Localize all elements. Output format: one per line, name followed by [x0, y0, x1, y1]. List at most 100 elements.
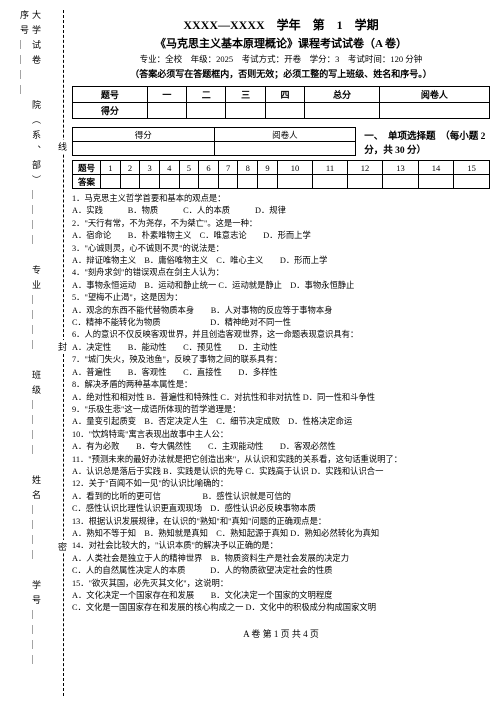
- answer-num: 14: [418, 161, 454, 175]
- answer-cell: [277, 175, 313, 189]
- q-line: A．绝对性和相对性 B．普遍性和特殊性 C．对抗性和非对抗性 D．同一性和斗争性: [72, 392, 490, 404]
- answer-num: 15: [454, 161, 490, 175]
- cut-line: [63, 10, 64, 696]
- cut-label-1: 线: [56, 140, 69, 153]
- header-sub: 专业：全校 年级：2025 考试方式：开卷 学分：3 考试时间：120 分钟: [72, 53, 490, 65]
- cut-label-2: 封: [56, 340, 69, 353]
- score-col-1: 一: [147, 87, 186, 103]
- answer-num: 1: [101, 161, 121, 175]
- section-1-head: 得分 阅卷人 一、 单项选择题 （每小题 2 分，共 30 分）: [72, 127, 490, 156]
- cut-label-3: 密: [56, 540, 69, 553]
- score-cell: [147, 103, 186, 119]
- q-line: A．人类社会是独立于人的精神世界 B．物质资料生产是社会发展的决定力: [72, 553, 490, 565]
- answer-table: 题号 1 2 3 4 5 6 7 8 9 10 11 12 13 14 15 答…: [72, 160, 490, 189]
- q-line: A．观念的东西不能代替物质本身 B．人对事物的反应等于事物本身: [72, 305, 490, 317]
- q-line: 3．"心诚则灵，心不诚则不灵"的说法是：: [72, 243, 490, 255]
- q-line: C．人的自然属性决定人的本质 D．人的物质欲望决定社会的性质: [72, 565, 490, 577]
- main-content: XXXX—XXXX 学年 第 1 学期 《马克思主义基本原理概论》课程考试试卷（…: [72, 16, 490, 640]
- answer-row-label-1: 题号: [73, 161, 101, 175]
- mini-c1: 得分: [73, 128, 215, 142]
- q-line: 11．"预测未来的最好办法就是把它创造出来"，从认识和实践的关系看，这句话重说明…: [72, 454, 490, 466]
- answer-cell: [313, 175, 347, 189]
- answer-num: 7: [218, 161, 238, 175]
- q-line: 9．"乐极生悲"这一成语所体现的哲学道理是：: [72, 404, 490, 416]
- answer-cell: [383, 175, 419, 189]
- q-line: C．感性认识比理性认识更直观现场 D．感性认识必反映事物本质: [72, 503, 490, 515]
- section-score-mini: 得分 阅卷人: [72, 127, 356, 156]
- answer-cell: [101, 175, 121, 189]
- side-info: 大学试卷 院（系、部）＿＿＿＿ 专业＿＿＿＿ 班级＿＿＿＿ 姓名＿＿＿＿ 学号＿…: [18, 10, 42, 696]
- answer-cell: [347, 175, 383, 189]
- answer-row-label-2: 答案: [73, 175, 101, 189]
- q-line: A．量变引起质变 B．否定决定人生 C．细节决定成败 D．性格决定命运: [72, 416, 490, 428]
- q-line: A．有为必败 B．夸大偶然性 C．主观能动性 D．客观必然性: [72, 441, 490, 453]
- answer-num: 9: [258, 161, 278, 175]
- q-line: 7．"城门失火，殃及池鱼"，反映了事物之间的联系具有：: [72, 354, 490, 366]
- q-line: A．事物永恒运动 B．运动和静止统一 C．运动就是静止 D．事物永恒静止: [72, 280, 490, 292]
- q-line: 15．"欲灭其国，必先灭其文化"，这说明：: [72, 578, 490, 590]
- answer-cell: [120, 175, 140, 189]
- mini-c2: 阅卷人: [214, 128, 356, 142]
- header-year: XXXX—XXXX 学年 第 1 学期: [72, 16, 490, 33]
- answer-cell: [159, 175, 179, 189]
- header-notice: （答案必须写在答题框内，否则无效；必须工整的写上班级、姓名和序号。）: [72, 67, 490, 80]
- q-line: C．精神不能转化为物质 D．精神绝对不同一性: [72, 317, 490, 329]
- binding-strip: 大学试卷 院（系、部）＿＿＿＿ 专业＿＿＿＿ 班级＿＿＿＿ 姓名＿＿＿＿ 学号＿…: [0, 0, 60, 706]
- score-cell: [305, 103, 380, 119]
- score-cell: [265, 103, 304, 119]
- q-line: 10．"饮鸩特鸾"寓言表现出故事中主人公：: [72, 429, 490, 441]
- q-line: 13．根据认识发展规律，在认识的"熟知"和"真知"问题的正确观点是：: [72, 516, 490, 528]
- q-line: A．看到的比听的更可信 B．感性认识就是可信的: [72, 491, 490, 503]
- answer-num: 3: [140, 161, 160, 175]
- answer-num: 11: [313, 161, 347, 175]
- q-line: 12．关于"百闻不如一见"的认识比喻确的：: [72, 478, 490, 490]
- score-col-2: 二: [187, 87, 226, 103]
- score-col-6: 阅卷人: [379, 87, 489, 103]
- answer-cell: [218, 175, 238, 189]
- answer-cell: [418, 175, 454, 189]
- score-col-3: 三: [226, 87, 265, 103]
- q-line: 6．人的意识不仅反映客观世界，并且创造客观世界，这一命题表现意识具有：: [72, 329, 490, 341]
- answer-cell: [258, 175, 278, 189]
- answer-num: 2: [120, 161, 140, 175]
- score-cell: [187, 103, 226, 119]
- q-line: 2．"天行有常，不为尧存，不为桀亡"。这是一种：: [72, 218, 490, 230]
- q-line: 14．对社会比较大的，"认识本质"的解决予以正确的是：: [72, 540, 490, 552]
- q-line: A．普遍性 B．客观性 C．直接性 D．多样性: [72, 367, 490, 379]
- q-line: A．文化决定一个国家存在和发展 B．文化决定一个国家的文明程度: [72, 590, 490, 602]
- header-course: 《马克思主义基本原理概论》课程考试试卷（A 卷）: [72, 35, 490, 51]
- answer-cell: [199, 175, 219, 189]
- answer-num: 4: [159, 161, 179, 175]
- page-footer: A 卷 第 1 页 共 4 页: [72, 627, 490, 640]
- score-col-4: 四: [265, 87, 304, 103]
- answer-cell: [140, 175, 160, 189]
- questions-block: 1．马克思主义哲学首要和基本的观点是： A．实践 B．物质 C．人的本质 D．规…: [72, 193, 490, 615]
- q-line: 8．解决矛盾的两种基本属性是：: [72, 379, 490, 391]
- answer-num: 12: [347, 161, 383, 175]
- answer-num: 13: [383, 161, 419, 175]
- score-row-label-2: 得分: [73, 103, 148, 119]
- q-line: A．宿命论 B．朴素唯物主义 C．唯意志论 D．形而上学: [72, 230, 490, 242]
- score-cell: [226, 103, 265, 119]
- q-line: A．辩证唯物主义 B．庸俗唯物主义 C．唯心主义 D．形而上学: [72, 255, 490, 267]
- mini-empty: [214, 142, 356, 156]
- q-line: A．决定性 B．能动性 C．预见性 D．主动性: [72, 342, 490, 354]
- q-line: A．认识总是落后于实践 B．实践是认识的先导 C．实践高于认识 D．实践和认识合…: [72, 466, 490, 478]
- answer-cell: [238, 175, 258, 189]
- answer-num: 8: [238, 161, 258, 175]
- score-col-5: 总分: [305, 87, 380, 103]
- q-line: C．文化是一国国家存在和发展的核心构成之一 D．文化中的积极成分构成国家文明: [72, 602, 490, 614]
- section-1-title: 一、 单项选择题 （每小题 2 分，共 30 分）: [364, 128, 490, 156]
- answer-cell: [179, 175, 199, 189]
- mini-empty: [73, 142, 215, 156]
- q-line: A．实践 B．物质 C．人的本质 D．规律: [72, 205, 490, 217]
- q-line: 1．马克思主义哲学首要和基本的观点是：: [72, 193, 490, 205]
- answer-num: 6: [199, 161, 219, 175]
- q-line: A．熟知不等于知 B．熟知就是真知 C．熟知起源于真知 D．熟知必然转化为真知: [72, 528, 490, 540]
- q-line: 5．"望梅不止渴"，这是因为：: [72, 292, 490, 304]
- score-row-label-1: 题号: [73, 87, 148, 103]
- score-table: 题号 一 二 三 四 总分 阅卷人 得分: [72, 86, 490, 119]
- q-line: 4．"刻舟求剑"的错误观点在剑主人认为：: [72, 267, 490, 279]
- answer-cell: [454, 175, 490, 189]
- answer-num: 10: [277, 161, 313, 175]
